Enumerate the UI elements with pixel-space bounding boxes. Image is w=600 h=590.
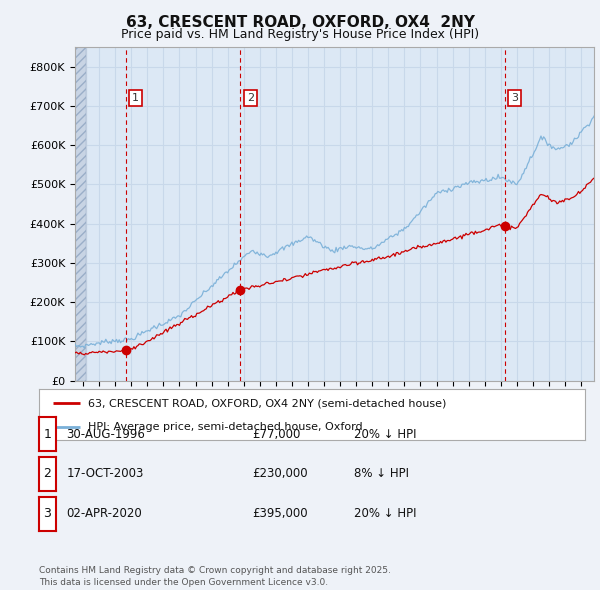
Text: 2: 2	[247, 93, 254, 103]
Text: 2: 2	[43, 467, 52, 480]
Text: 30-AUG-1996: 30-AUG-1996	[67, 428, 145, 441]
Text: Contains HM Land Registry data © Crown copyright and database right 2025.
This d: Contains HM Land Registry data © Crown c…	[39, 566, 391, 587]
Text: 1: 1	[43, 428, 52, 441]
Text: 20% ↓ HPI: 20% ↓ HPI	[354, 507, 416, 520]
Text: 63, CRESCENT ROAD, OXFORD, OX4  2NY: 63, CRESCENT ROAD, OXFORD, OX4 2NY	[125, 15, 475, 30]
Text: Price paid vs. HM Land Registry's House Price Index (HPI): Price paid vs. HM Land Registry's House …	[121, 28, 479, 41]
Text: HPI: Average price, semi-detached house, Oxford: HPI: Average price, semi-detached house,…	[88, 421, 363, 431]
Text: £395,000: £395,000	[252, 507, 308, 520]
Text: 8% ↓ HPI: 8% ↓ HPI	[354, 467, 409, 480]
Text: 20% ↓ HPI: 20% ↓ HPI	[354, 428, 416, 441]
Text: 02-APR-2020: 02-APR-2020	[67, 507, 142, 520]
Text: 63, CRESCENT ROAD, OXFORD, OX4 2NY (semi-detached house): 63, CRESCENT ROAD, OXFORD, OX4 2NY (semi…	[88, 398, 446, 408]
Text: £230,000: £230,000	[252, 467, 308, 480]
Text: 17-OCT-2003: 17-OCT-2003	[67, 467, 144, 480]
Text: 3: 3	[43, 507, 52, 520]
Text: 3: 3	[511, 93, 518, 103]
Bar	[75, 47, 86, 381]
Text: £77,000: £77,000	[252, 428, 301, 441]
Text: 1: 1	[132, 93, 139, 103]
Bar	[75, 47, 86, 381]
